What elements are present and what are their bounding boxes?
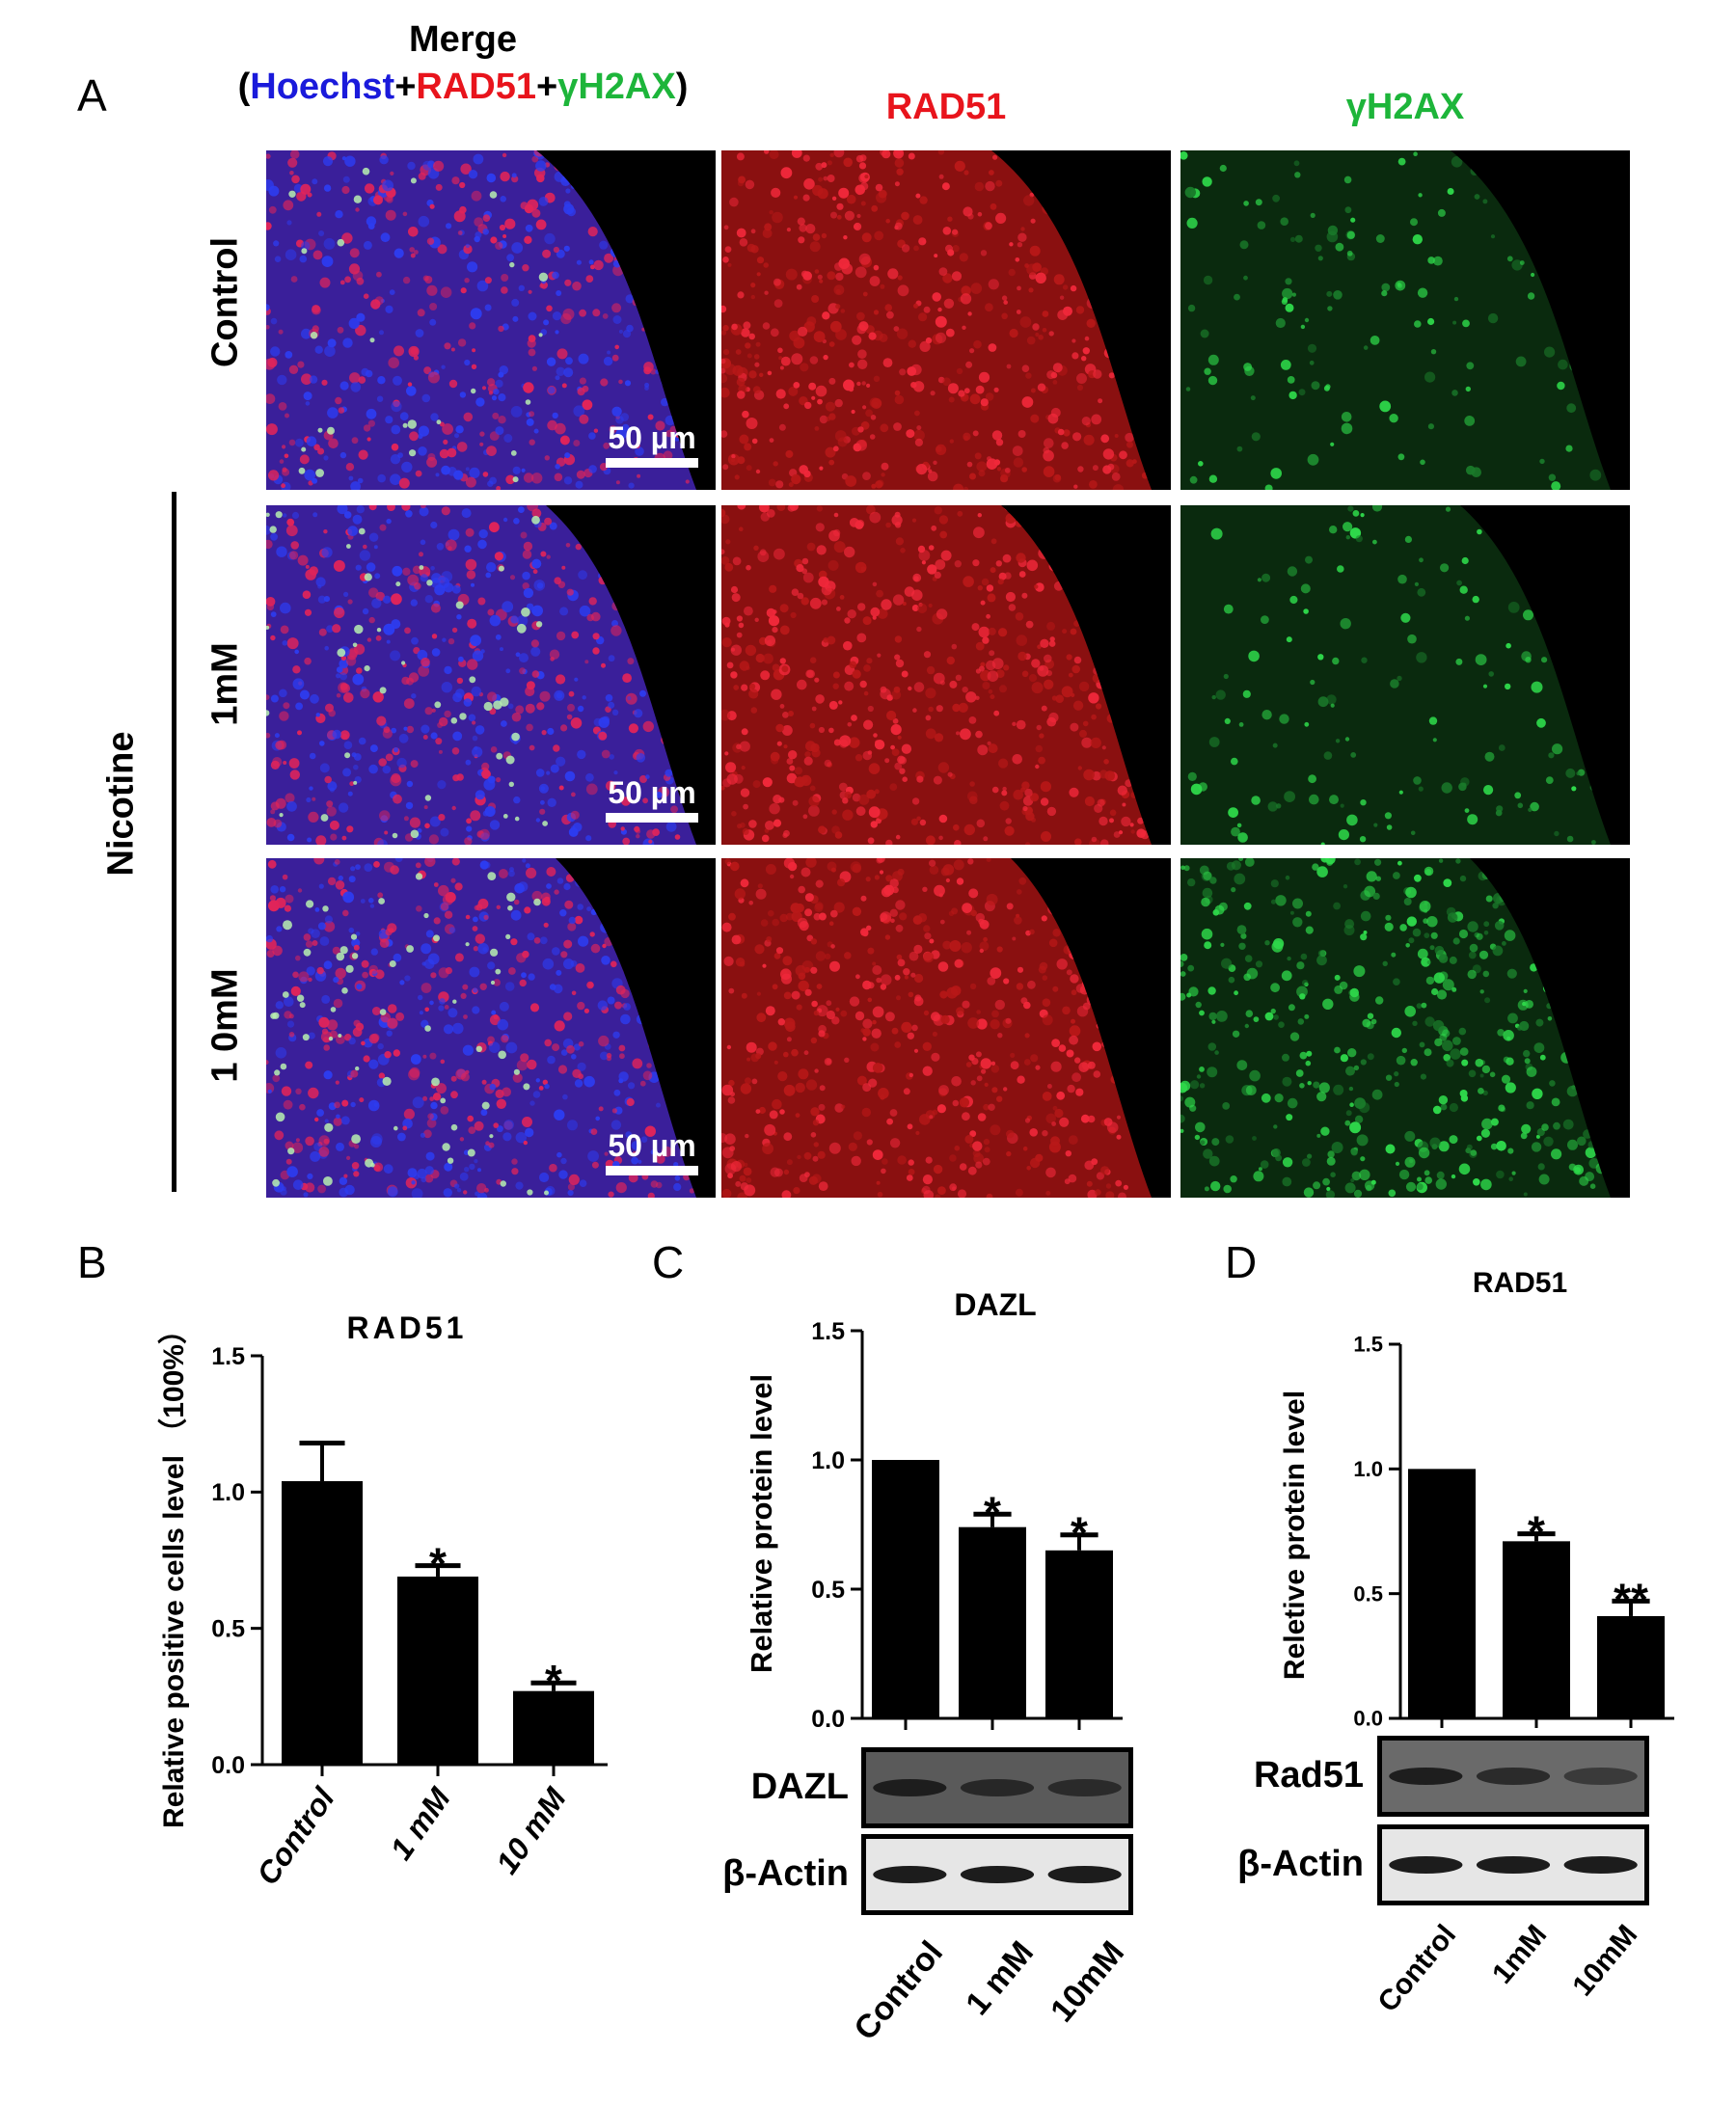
scale-bar-line — [606, 458, 698, 468]
y-tick-label: 1.0 — [1353, 1457, 1383, 1481]
blot-0 — [1377, 1736, 1649, 1817]
bar-1 — [959, 1526, 1026, 1718]
merge-title: Merge — [409, 19, 517, 60]
y-tick-label: 0.0 — [211, 1752, 245, 1779]
micrograph-rad51-1mm — [721, 505, 1171, 845]
merge-subtitle-close: ) — [675, 67, 689, 107]
blot-label-0: DAZL — [750, 1767, 849, 1807]
scale-bar-line — [606, 813, 698, 823]
y-tick-label: 0.0 — [811, 1706, 845, 1733]
blot-1 — [861, 1834, 1133, 1915]
bar-1 — [1503, 1541, 1570, 1718]
scale-bar: 50 µm — [606, 420, 698, 468]
micrograph-gh2ax-10mm — [1180, 858, 1630, 1198]
row-label-1mm: 1mM — [204, 642, 246, 726]
y-tick-label: 1.5 — [211, 1343, 245, 1370]
significance-mark-2: * — [1071, 1508, 1088, 1558]
bar-1 — [397, 1576, 478, 1765]
blot-band-0-1 — [960, 1779, 1035, 1796]
y-axis-label: Reletive protein level — [1279, 1390, 1311, 1680]
merge-subtitle-plus2: + — [536, 67, 558, 107]
merge-column-title: Merge (Hoechst+RAD51+γH2AX) — [212, 19, 714, 108]
bar-0 — [1408, 1469, 1476, 1718]
significance-mark-1: * — [429, 1539, 447, 1589]
y-tick-label: 0.5 — [811, 1577, 845, 1604]
blot-band-0-0 — [873, 1779, 947, 1796]
row-label-10mm: 1 0mM — [204, 968, 246, 1083]
significance-mark-2: * — [545, 1656, 562, 1706]
y-tick-label: 1.0 — [811, 1447, 845, 1474]
bar-0 — [282, 1481, 363, 1765]
blot-0 — [861, 1747, 1133, 1828]
chart-d: RAD51 Reletive protein level 0.0 0.5 1.0 1.5 *… — [1279, 1267, 1674, 1728]
blot-band-1-1 — [1476, 1856, 1551, 1874]
category-label-2: 10 mM — [489, 1780, 573, 1879]
blot-band-1-0 — [1389, 1856, 1463, 1874]
chart-title: DAZL — [954, 1287, 1036, 1322]
bar-0 — [872, 1460, 939, 1718]
blot-band-1-1 — [960, 1866, 1035, 1883]
blot-label-0: Rad51 — [1253, 1755, 1364, 1796]
y-tick-label: 1.0 — [211, 1479, 245, 1506]
merge-subtitle-hoechst: Hoechst — [250, 67, 395, 107]
blot-band-0-1 — [1476, 1768, 1551, 1785]
scale-bar-label: 50 µm — [608, 420, 696, 455]
bar-2 — [1045, 1550, 1113, 1718]
y-axis-label: Relative positive cells level （100%） — [157, 1315, 190, 1828]
scale-bar-label: 50 µm — [608, 775, 696, 810]
micrograph-gh2ax-control — [1180, 150, 1630, 490]
chart-c: DAZL Relative protein level 0.0 0.5 1.0 1.5 * * — [745, 1287, 1123, 1733]
merge-subtitle-gh2ax: γH2AX — [557, 67, 676, 107]
scale-bar: 50 µm — [606, 775, 698, 823]
micrograph-gh2ax-1mm — [1180, 505, 1630, 845]
merge-subtitle-plus1: + — [394, 67, 417, 107]
chart-title: RAD51 — [1473, 1267, 1567, 1299]
row-label-control: Control — [204, 236, 246, 368]
blot-band-0-2 — [1047, 1779, 1122, 1796]
blot-1 — [1377, 1824, 1649, 1905]
panel-c-label: C — [652, 1237, 685, 1287]
chart-b: RAD51 Relative positive cells level （100%… — [157, 1310, 608, 1891]
scale-bar: 50 µm — [606, 1128, 698, 1175]
y-tick-label: 1.5 — [1353, 1333, 1383, 1357]
panel-b-label: B — [77, 1237, 107, 1287]
blot-band-0-2 — [1563, 1768, 1638, 1785]
gh2ax-column-title: γH2AX — [1345, 87, 1465, 127]
significance-mark-1: * — [1528, 1507, 1545, 1557]
nicotine-group-label: Nicotine — [100, 731, 142, 877]
blot-band-1-2 — [1047, 1866, 1122, 1883]
chart-title: RAD51 — [347, 1310, 468, 1345]
micrograph-merge-1mm: 50 µm — [266, 505, 716, 845]
bar-2 — [1597, 1615, 1665, 1718]
panel-a-label: A — [77, 70, 107, 121]
blot-label-1: β-Actin — [722, 1853, 849, 1894]
category-label-1: 1 mM — [383, 1780, 457, 1866]
significance-mark-2: ** — [1614, 1574, 1648, 1624]
rad51-column-title: RAD51 — [885, 87, 1007, 127]
significance-mark-1: * — [984, 1487, 1001, 1537]
merge-subtitle-open: ( — [237, 67, 251, 107]
blot-band-0-0 — [1389, 1768, 1463, 1785]
merge-subtitle-rad51: RAD51 — [416, 67, 537, 107]
merge-subtitle: (Hoechst+RAD51+γH2AX) — [212, 67, 714, 108]
micrograph-merge-control: 50 µm — [266, 150, 716, 490]
y-tick-label: 0.0 — [1353, 1707, 1383, 1728]
panel-d-label: D — [1225, 1237, 1258, 1287]
blot-label-1: β-Actin — [1237, 1844, 1364, 1884]
blot-band-1-0 — [873, 1866, 947, 1883]
bar-2 — [513, 1690, 594, 1765]
y-tick-label: 0.5 — [211, 1615, 245, 1642]
scale-bar-line — [606, 1166, 698, 1175]
category-label-0: Control — [250, 1780, 341, 1891]
micrograph-rad51-control — [721, 150, 1171, 490]
y-axis-label: Relative protein level — [745, 1374, 778, 1673]
blot-band-1-2 — [1563, 1856, 1638, 1874]
y-tick-label: 1.5 — [811, 1318, 845, 1345]
nicotine-group-bracket — [172, 492, 176, 1192]
micrograph-rad51-10mm — [721, 858, 1171, 1198]
micrograph-merge-10mm: 50 µm — [266, 858, 716, 1198]
scale-bar-label: 50 µm — [608, 1128, 696, 1163]
y-tick-label: 0.5 — [1353, 1581, 1383, 1606]
